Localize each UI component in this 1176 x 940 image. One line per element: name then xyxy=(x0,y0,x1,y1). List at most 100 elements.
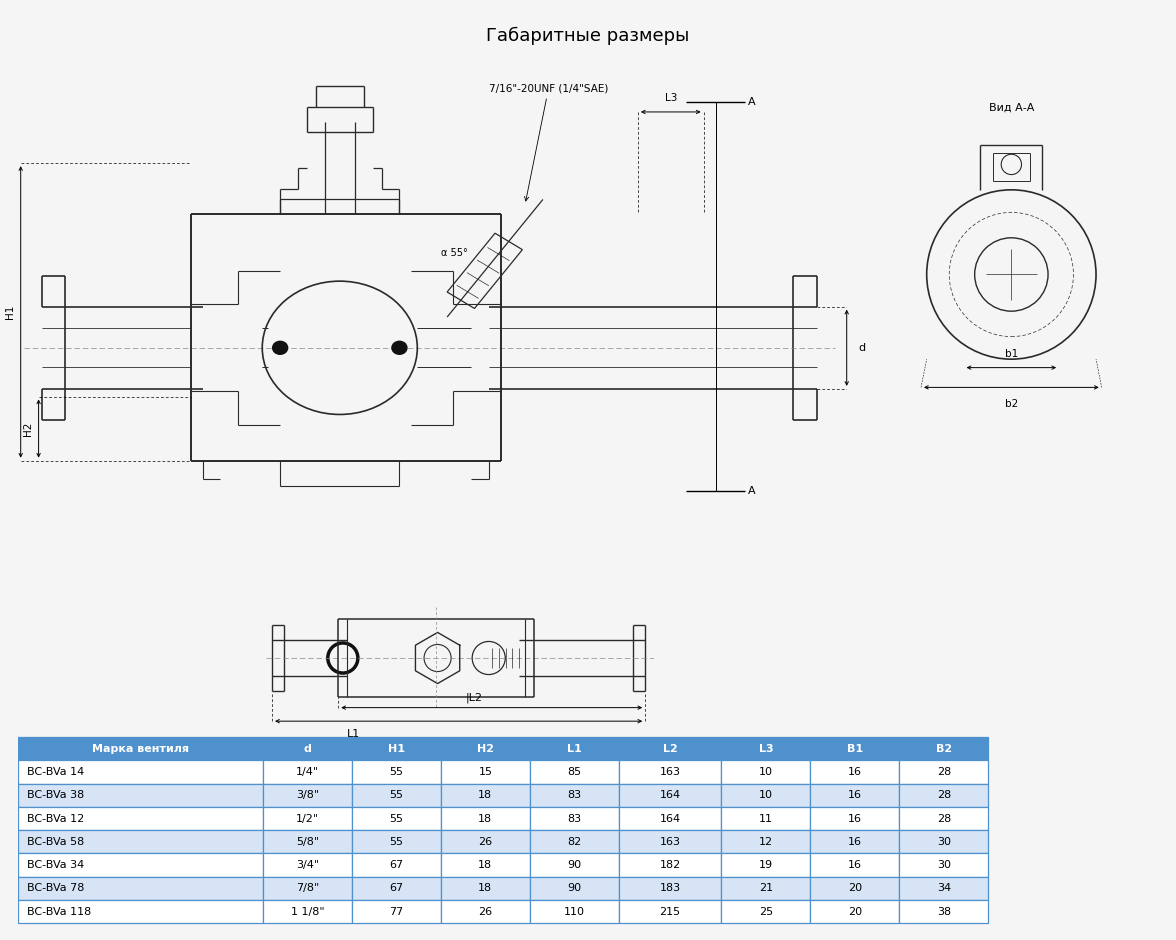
Text: BC-BVa 38: BC-BVa 38 xyxy=(27,791,83,800)
FancyBboxPatch shape xyxy=(352,830,441,854)
FancyBboxPatch shape xyxy=(352,877,441,900)
Text: 16: 16 xyxy=(848,837,862,847)
Text: 28: 28 xyxy=(937,814,951,823)
Text: 164: 164 xyxy=(660,791,681,800)
Text: H1: H1 xyxy=(388,744,405,754)
Text: 110: 110 xyxy=(563,906,584,916)
FancyBboxPatch shape xyxy=(352,784,441,807)
Text: 1/2": 1/2" xyxy=(296,814,319,823)
Text: Вид А-А: Вид А-А xyxy=(989,102,1034,112)
Text: 85: 85 xyxy=(567,767,581,777)
Text: L1: L1 xyxy=(347,728,360,739)
Text: L1: L1 xyxy=(567,744,582,754)
FancyBboxPatch shape xyxy=(530,784,619,807)
FancyBboxPatch shape xyxy=(721,900,810,923)
Text: BC-BVa 118: BC-BVa 118 xyxy=(27,906,91,916)
FancyBboxPatch shape xyxy=(900,900,988,923)
Text: BC-BVa 34: BC-BVa 34 xyxy=(27,860,83,870)
FancyBboxPatch shape xyxy=(810,760,900,784)
Text: α 55°: α 55° xyxy=(441,247,468,258)
FancyBboxPatch shape xyxy=(530,877,619,900)
FancyBboxPatch shape xyxy=(900,807,988,830)
Text: B1: B1 xyxy=(847,744,863,754)
Text: 55: 55 xyxy=(389,791,403,800)
Text: b1: b1 xyxy=(1004,349,1018,359)
FancyBboxPatch shape xyxy=(352,737,441,760)
Text: 7/8": 7/8" xyxy=(295,884,319,893)
FancyBboxPatch shape xyxy=(900,854,988,877)
FancyBboxPatch shape xyxy=(530,900,619,923)
Text: L2: L2 xyxy=(663,744,677,754)
Text: 67: 67 xyxy=(389,860,403,870)
FancyBboxPatch shape xyxy=(530,807,619,830)
Text: 16: 16 xyxy=(848,814,862,823)
FancyBboxPatch shape xyxy=(530,737,619,760)
Text: 11: 11 xyxy=(759,814,773,823)
Text: 12: 12 xyxy=(759,837,773,847)
FancyBboxPatch shape xyxy=(18,807,263,830)
Text: 82: 82 xyxy=(567,837,581,847)
FancyBboxPatch shape xyxy=(441,737,530,760)
Text: B2: B2 xyxy=(936,744,951,754)
FancyBboxPatch shape xyxy=(18,830,263,854)
Text: BC-BVa 58: BC-BVa 58 xyxy=(27,837,83,847)
Text: 30: 30 xyxy=(937,837,951,847)
FancyBboxPatch shape xyxy=(810,784,900,807)
Text: 16: 16 xyxy=(848,860,862,870)
Text: 26: 26 xyxy=(479,837,493,847)
Text: H2: H2 xyxy=(476,744,494,754)
Text: d: d xyxy=(303,744,312,754)
Text: 19: 19 xyxy=(759,860,773,870)
FancyBboxPatch shape xyxy=(263,784,352,807)
FancyBboxPatch shape xyxy=(810,854,900,877)
FancyBboxPatch shape xyxy=(900,830,988,854)
FancyBboxPatch shape xyxy=(530,830,619,854)
Text: BC-BVa 12: BC-BVa 12 xyxy=(27,814,83,823)
FancyBboxPatch shape xyxy=(810,807,900,830)
Text: 15: 15 xyxy=(479,767,493,777)
Text: b2: b2 xyxy=(1004,399,1018,409)
Text: 182: 182 xyxy=(660,860,681,870)
Text: 20: 20 xyxy=(848,884,862,893)
Text: 7/16"-20UNF (1/4"SAE): 7/16"-20UNF (1/4"SAE) xyxy=(489,84,608,201)
Text: 21: 21 xyxy=(759,884,773,893)
FancyBboxPatch shape xyxy=(619,737,721,760)
FancyBboxPatch shape xyxy=(619,830,721,854)
Text: 3/8": 3/8" xyxy=(296,791,319,800)
Text: 18: 18 xyxy=(479,860,493,870)
FancyBboxPatch shape xyxy=(619,784,721,807)
Text: 10: 10 xyxy=(759,767,773,777)
Text: 38: 38 xyxy=(937,906,951,916)
FancyBboxPatch shape xyxy=(900,784,988,807)
Text: A: A xyxy=(748,97,756,107)
Text: Марка вентиля: Марка вентиля xyxy=(92,744,189,754)
Text: 18: 18 xyxy=(479,884,493,893)
Text: 55: 55 xyxy=(389,767,403,777)
FancyBboxPatch shape xyxy=(619,807,721,830)
FancyBboxPatch shape xyxy=(18,760,263,784)
FancyBboxPatch shape xyxy=(810,877,900,900)
FancyBboxPatch shape xyxy=(352,760,441,784)
Text: 28: 28 xyxy=(937,791,951,800)
Text: 90: 90 xyxy=(567,860,581,870)
FancyBboxPatch shape xyxy=(441,807,530,830)
FancyBboxPatch shape xyxy=(18,854,263,877)
FancyBboxPatch shape xyxy=(721,807,810,830)
Text: 5/8": 5/8" xyxy=(296,837,319,847)
Text: 183: 183 xyxy=(660,884,681,893)
FancyBboxPatch shape xyxy=(263,807,352,830)
FancyBboxPatch shape xyxy=(263,737,352,760)
FancyBboxPatch shape xyxy=(619,854,721,877)
Text: 83: 83 xyxy=(567,791,581,800)
Text: H2: H2 xyxy=(22,421,33,436)
FancyBboxPatch shape xyxy=(263,854,352,877)
Text: 215: 215 xyxy=(660,906,681,916)
FancyBboxPatch shape xyxy=(18,877,263,900)
Text: 16: 16 xyxy=(848,767,862,777)
FancyBboxPatch shape xyxy=(721,784,810,807)
FancyBboxPatch shape xyxy=(721,737,810,760)
Circle shape xyxy=(393,341,407,354)
FancyBboxPatch shape xyxy=(721,760,810,784)
FancyBboxPatch shape xyxy=(721,877,810,900)
FancyBboxPatch shape xyxy=(263,900,352,923)
